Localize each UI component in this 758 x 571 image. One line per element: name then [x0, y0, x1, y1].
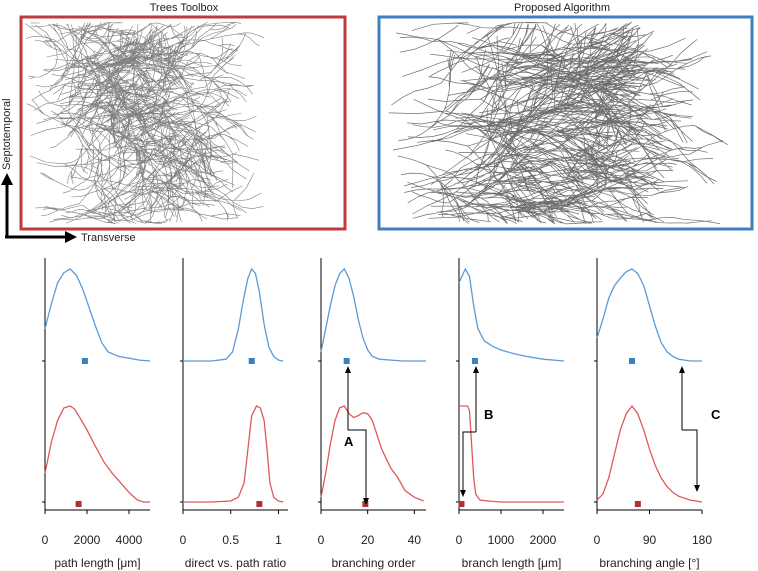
x-tick-label: 0: [180, 533, 187, 547]
toolbox-mean-marker: [362, 501, 369, 507]
annotation-arrows: A B C: [344, 366, 721, 505]
toolbox-series-line: [596, 404, 703, 503]
toolbox-mean-marker: [256, 501, 263, 507]
toolbox-mean-marker: [458, 501, 465, 507]
x-tick-label: 1: [275, 533, 282, 547]
toolbox-series-line: [44, 405, 150, 503]
proposed-series-line: [44, 268, 151, 362]
proposed-algorithm-panel: [377, 15, 754, 231]
x-axis-label: path length [μm]: [54, 556, 140, 570]
arrow-b-up-head-icon: [473, 366, 479, 373]
proposed-mean-marker: [471, 358, 478, 364]
proposed-series-line: [458, 267, 565, 362]
x-tick-label: 90: [643, 533, 657, 547]
dendrite-paths: [388, 21, 728, 225]
plot-2: 0 0.5 1 direct vs. path ratio: [180, 258, 288, 570]
plot-3: 0 20 40 branching order: [318, 258, 426, 570]
arrow-c-down-head-icon: [694, 485, 700, 492]
proposed-mean-marker: [81, 358, 88, 364]
x-tick-label: 0: [594, 533, 601, 547]
x-axis-label: branching order: [331, 556, 415, 570]
annotation-c: C: [711, 407, 721, 422]
plot-5: 0 90 180 branching angle [°]: [594, 258, 712, 570]
x-tick-label: 1000: [488, 533, 515, 547]
dendrite-paths: [24, 21, 264, 225]
x-tick-label: 20: [361, 533, 375, 547]
arrow-c-up-head-icon: [679, 366, 685, 373]
left-panel-title: Trees Toolbox: [150, 2, 219, 14]
annotation-b: B: [484, 407, 493, 422]
septotemporal-arrowhead-icon: [1, 173, 13, 185]
proposed-algorithm-morphology: [388, 21, 728, 225]
proposed-mean-marker: [248, 358, 255, 364]
plot-1: 0 2000 4000 path length [μm]: [42, 258, 151, 570]
transverse-label: Transverse: [81, 232, 136, 244]
arrow-b-connector: [462, 431, 476, 491]
proposed-series-line: [596, 268, 702, 362]
x-tick-label: 0: [318, 533, 325, 547]
arrow-b-down-head-icon: [460, 490, 466, 497]
x-tick-label: 40: [408, 533, 422, 547]
x-tick-label: 0.5: [222, 533, 239, 547]
arrow-a-up-head-icon: [345, 366, 351, 373]
x-tick-label: 0: [456, 533, 463, 547]
arrow-c-connector: [682, 429, 698, 486]
proposed-mean-marker: [629, 358, 635, 364]
x-tick-label: 4000: [116, 533, 143, 547]
trees-toolbox-frame: [19, 15, 347, 231]
toolbox-mean-marker: [75, 501, 82, 507]
proposed-series-line: [320, 267, 426, 362]
plot-4: 0 1000 2000 branch length [μm]: [456, 258, 565, 570]
annotation-a: A: [344, 434, 354, 449]
x-tick-label: 2000: [74, 533, 101, 547]
toolbox-series-line: [183, 405, 284, 503]
proposed-algorithm-frame: [377, 15, 754, 231]
orientation-axes: Septotemporal Transverse: [1, 98, 136, 244]
x-tick-label: 2000: [530, 533, 557, 547]
trees-toolbox-morphology: [24, 21, 264, 225]
trees-toolbox-panel: [19, 15, 347, 231]
proposed-mean-marker: [343, 358, 350, 364]
x-axis-label: direct vs. path ratio: [185, 556, 287, 570]
toolbox-series-line: [320, 405, 424, 502]
septotemporal-label: Septotemporal: [1, 98, 13, 170]
right-panel-title: Proposed Algorithm: [514, 2, 610, 14]
arrow-a-down-head-icon: [363, 498, 369, 505]
x-axis-label: branching angle [°]: [599, 556, 699, 570]
arrow-a-connector: [348, 429, 367, 500]
x-axis-label: branch length [μm]: [462, 556, 562, 570]
x-tick-label: 0: [42, 533, 49, 547]
toolbox-series-line: [459, 405, 564, 503]
x-tick-label: 180: [692, 533, 712, 547]
proposed-series-line: [183, 267, 284, 362]
toolbox-mean-marker: [634, 501, 641, 507]
transverse-arrowhead-icon: [65, 231, 77, 243]
